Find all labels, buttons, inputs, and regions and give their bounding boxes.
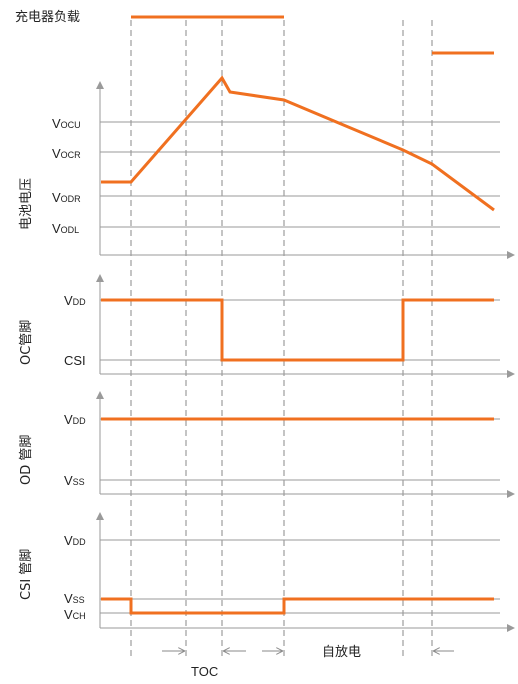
od-vdd-label: VDD — [64, 412, 86, 427]
csi-ylabel: CSI 管脚 — [18, 549, 34, 600]
oc-vdd-label: VDD — [64, 293, 86, 308]
battery-voltage-waveform — [101, 75, 495, 212]
level-ocr-label: VOCR — [52, 146, 81, 161]
self-discharge-label: 自放电 — [322, 645, 361, 660]
level-ocu-label: VOCU — [52, 116, 81, 131]
oc-csi-label: CSI — [64, 353, 86, 368]
oc-pin-panel: VDD CSI OC管脚 — [18, 274, 515, 378]
csi-pin-panel: VDD VSS VCH CSI 管脚 — [18, 512, 515, 632]
od-ylabel: OD 管脚 — [18, 435, 34, 485]
charger-load-label: 充电器负载 — [15, 9, 80, 25]
time-markers — [130, 20, 433, 660]
csi-vss-label: VSS — [64, 591, 85, 606]
csi-vdd-label: VDD — [64, 533, 86, 548]
charger-load-row: 充电器负载 — [15, 9, 494, 55]
level-odl-label: VODL — [52, 221, 79, 236]
od-vss-label: VSS — [64, 473, 85, 488]
csi-waveform — [101, 597, 494, 615]
oc-waveform — [101, 298, 494, 362]
battery-voltage-panel: VOCU VOCR VODR VODL 电池电压 — [19, 75, 515, 259]
toc-label: TOC — [191, 664, 218, 679]
od-pin-panel: VDD VSS OD 管脚 — [18, 391, 515, 498]
level-odr-label: VODR — [52, 190, 81, 205]
battery-ylabel: 电池电压 — [19, 178, 34, 230]
csi-vch-label: VCH — [64, 607, 86, 622]
oc-ylabel: OC管脚 — [18, 320, 34, 365]
bottom-annotations: TOC 自放电 — [162, 645, 454, 679]
